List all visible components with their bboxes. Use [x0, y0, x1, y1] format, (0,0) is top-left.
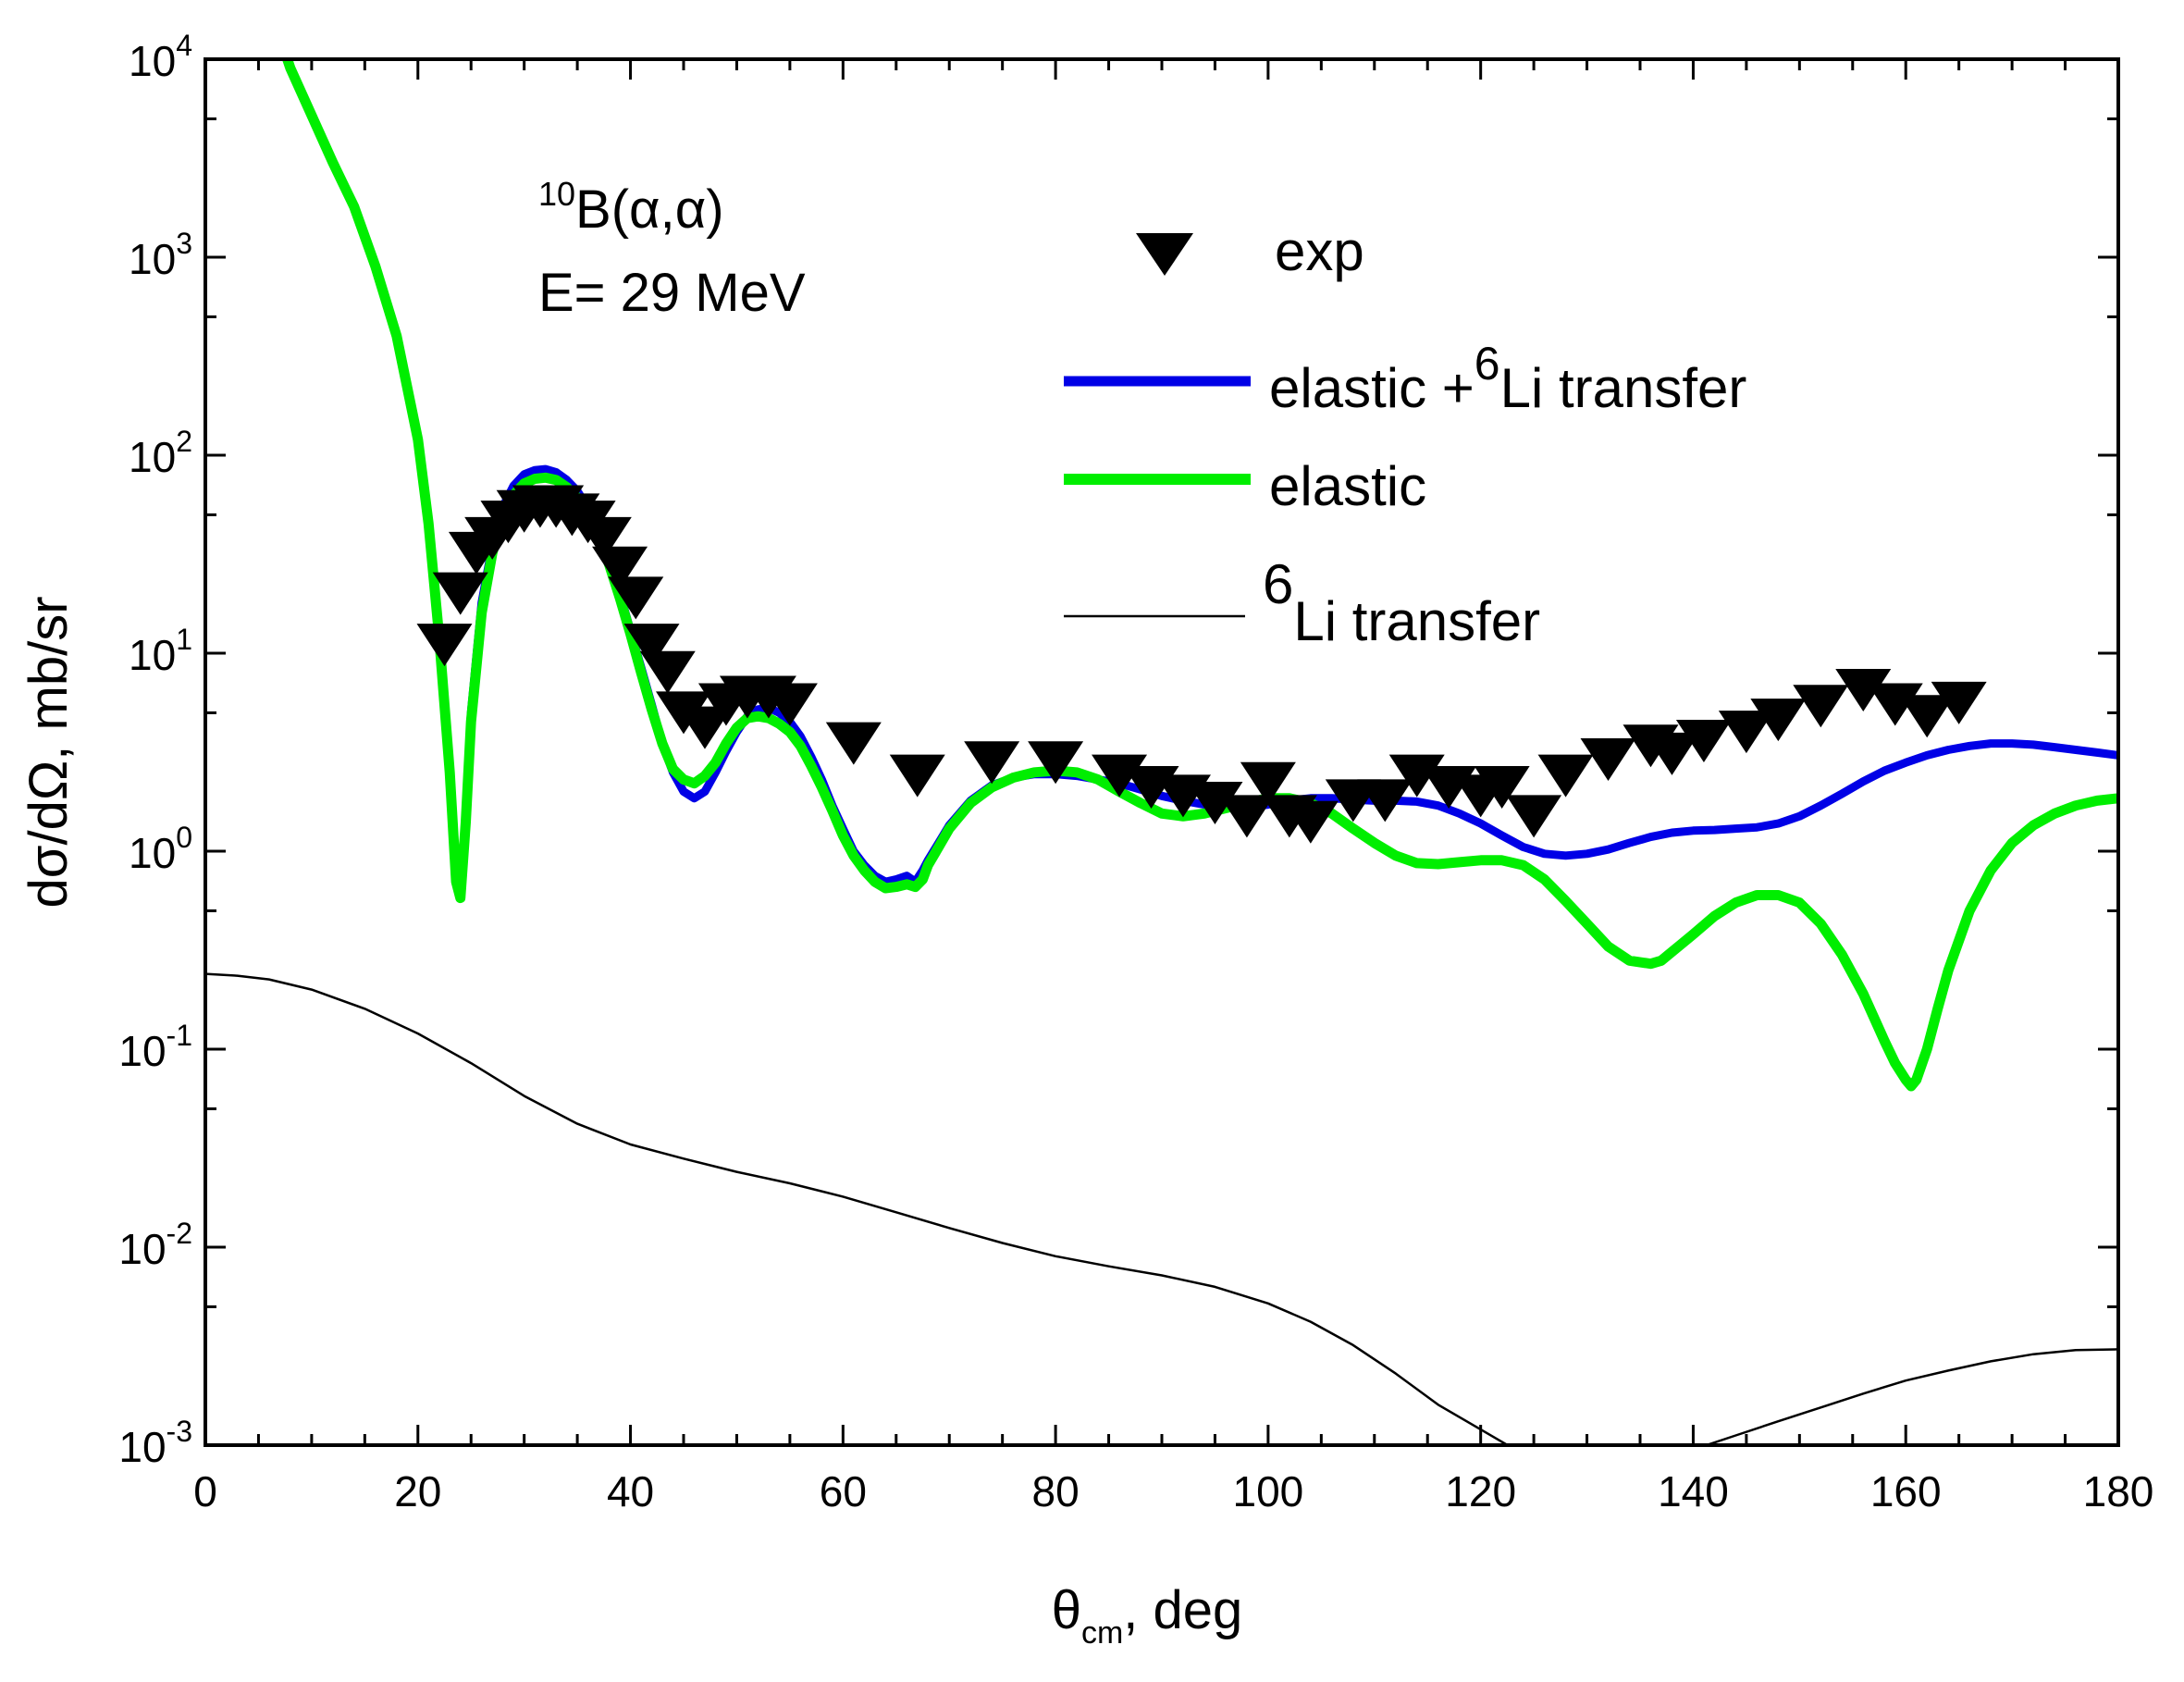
exp-point: [623, 624, 680, 667]
exp-point: [889, 754, 945, 798]
exp-point: [825, 722, 882, 765]
x-tick-label: 60: [820, 1467, 867, 1515]
legend-total-label: elastic +6Li transfer: [1269, 338, 1746, 419]
y-tick-label: 10-1: [118, 1019, 192, 1075]
x-tick-label: 120: [1445, 1467, 1516, 1515]
x-axis-title-main: θ: [1052, 1580, 1081, 1640]
legend-exp-marker: [1136, 233, 1193, 276]
y-tick-label: 104: [129, 29, 192, 85]
exp-point: [416, 624, 473, 667]
reaction-mass-number: 10: [538, 175, 575, 213]
exp-point: [1474, 766, 1530, 810]
exp-point: [1750, 699, 1807, 742]
exp-point: [1388, 754, 1445, 798]
exp-point: [1899, 695, 1956, 738]
y-tick-label: 102: [129, 425, 192, 481]
x-tick-label: 100: [1233, 1467, 1304, 1515]
exp-point: [608, 576, 664, 620]
exp-point: [1218, 795, 1275, 838]
y-axis-title: dσ/dΩ, mb/sr: [19, 596, 79, 908]
exp-point: [1092, 754, 1148, 798]
x-tick-label: 180: [2083, 1467, 2154, 1515]
legend: exp elastic +6Li transfer elastic 6Li tr…: [1064, 220, 1746, 652]
y-tick-label: 10-3: [118, 1415, 192, 1471]
exp-point: [1867, 683, 1923, 726]
legend-transfer-sup: 6: [1263, 553, 1293, 615]
legend-total-sup: 6: [1475, 338, 1500, 390]
exp-point: [1718, 711, 1774, 754]
exp-point: [1537, 754, 1594, 798]
legend-total-text2: Li transfer: [1500, 357, 1747, 419]
reaction-annotation: 10B(α,α): [538, 175, 724, 240]
x-axis-title: θcm, deg: [1052, 1580, 1243, 1651]
x-tick-label: 20: [394, 1467, 441, 1515]
exp-point: [1675, 719, 1732, 762]
axis-ticks: 0 20 40 60 80 100 120 140 160 180 10-3 10-2 10-1 100 1…: [118, 29, 2153, 1515]
y-tick-label: 103: [129, 227, 192, 283]
exp-point: [639, 650, 696, 694]
series-line-2: [281, 59, 2118, 1092]
exp-point: [592, 546, 648, 589]
exp-point: [1644, 732, 1700, 775]
x-tick-label: 80: [1032, 1467, 1080, 1515]
exp-point: [575, 516, 632, 560]
legend-exp-label: exp: [1275, 220, 1364, 282]
exp-point: [964, 741, 1020, 785]
exp-point: [1931, 681, 1987, 724]
x-tick-label: 40: [607, 1467, 654, 1515]
exp-point: [432, 572, 488, 615]
exp-point: [1793, 685, 1849, 728]
series-line-1: [282, 59, 2118, 899]
exp-point: [1835, 669, 1892, 712]
plot-series: [205, 59, 2118, 1445]
exp-point: [1187, 781, 1243, 824]
exp-point: [1028, 741, 1084, 785]
x-tick-label: 0: [193, 1467, 217, 1515]
exp-point: [676, 706, 733, 749]
y-tick-label: 101: [129, 623, 192, 679]
y-tick-label: 10-2: [118, 1217, 192, 1273]
legend-elastic-label: elastic: [1269, 455, 1426, 517]
x-axis-title-rest: , deg: [1123, 1580, 1242, 1640]
exp-point: [1282, 800, 1339, 844]
series-line-3: [205, 972, 2118, 1445]
exp-point: [1240, 761, 1296, 805]
legend-transfer-label: 6Li transfer: [1263, 553, 1540, 652]
exp-point: [1506, 795, 1562, 838]
exp-point: [1357, 779, 1413, 822]
x-tick-label: 140: [1658, 1467, 1729, 1515]
x-tick-label: 160: [1870, 1467, 1942, 1515]
exp-point: [761, 683, 818, 726]
exp-point: [1580, 738, 1636, 782]
energy-annotation: E= 29 MeV: [538, 263, 806, 323]
reaction-text: B(α,α): [575, 179, 724, 240]
legend-total-text: elastic +: [1269, 357, 1475, 419]
legend-transfer-text2: Li transfer: [1293, 590, 1540, 652]
x-axis-title-sub: cm: [1081, 1615, 1123, 1651]
y-tick-label: 100: [129, 821, 192, 877]
